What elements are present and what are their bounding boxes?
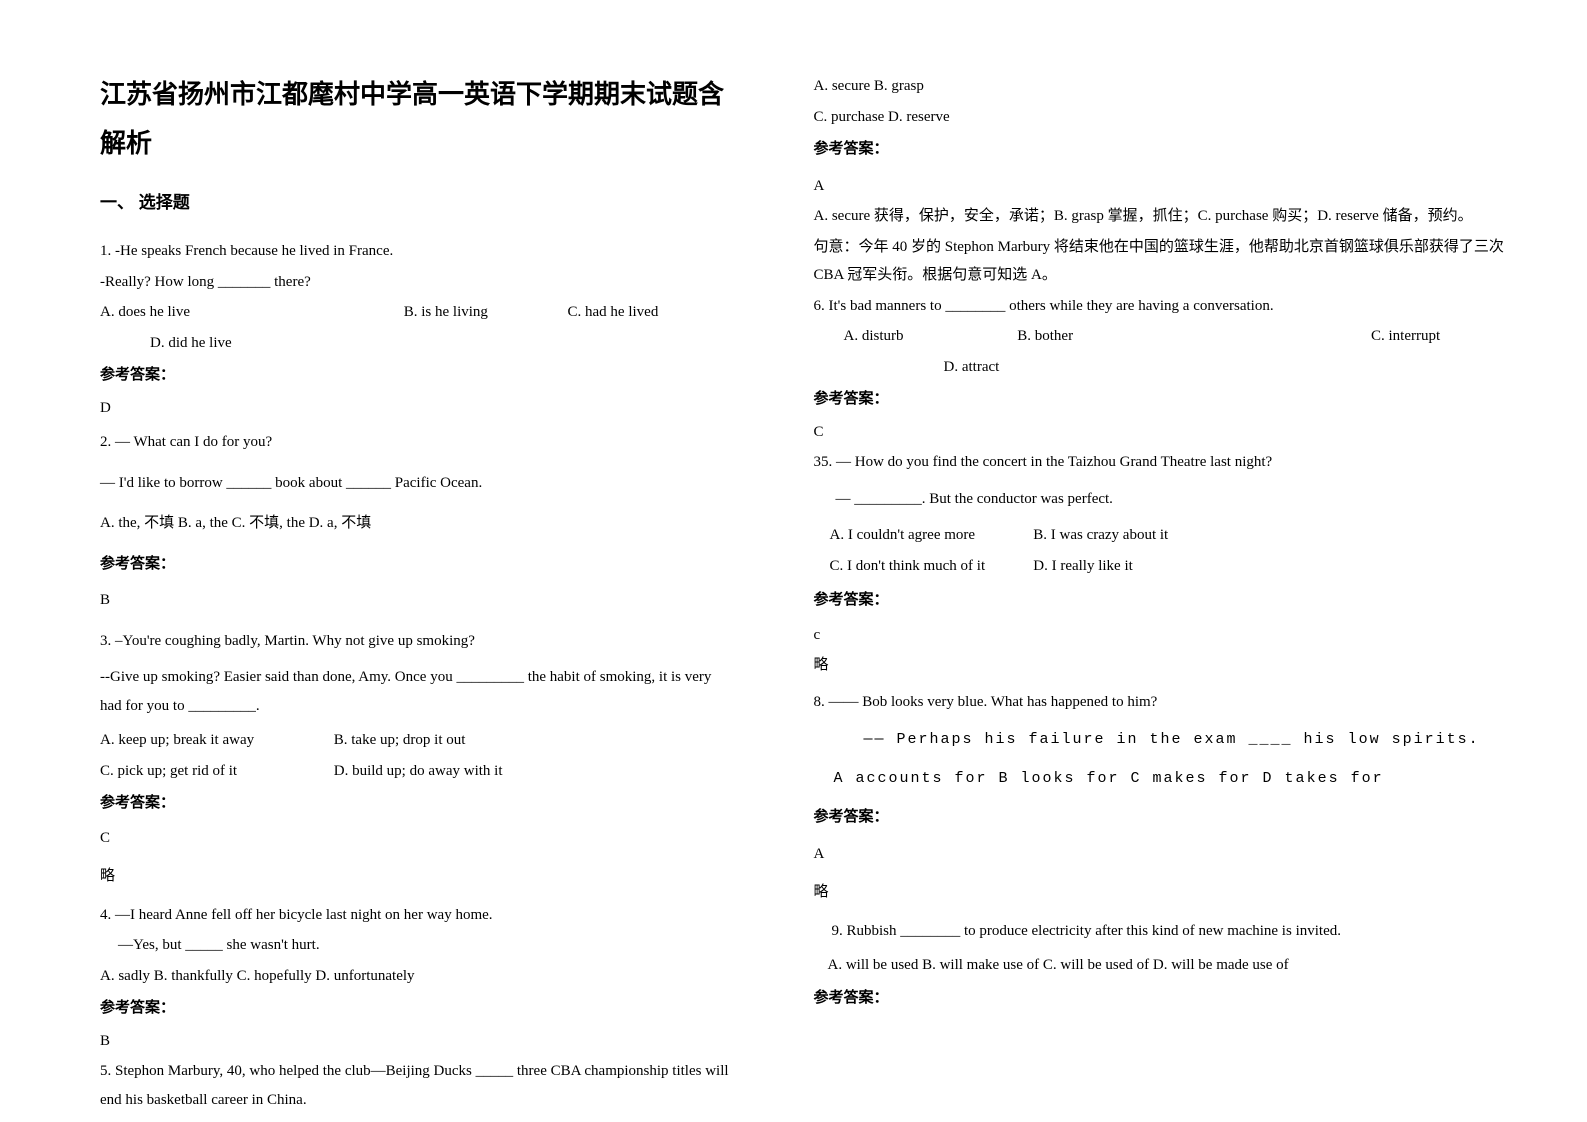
- q5-answer: A: [814, 172, 1528, 201]
- q4-line1: 4. —I heard Anne fell off her bicycle la…: [100, 901, 734, 930]
- q7-answer: c: [814, 621, 1528, 650]
- page: 江苏省扬州市江都麾村中学高一英语下学期期末试题含解析 一、 选择题 1. -He…: [0, 0, 1587, 1122]
- q4-line2: —Yes, but _____ she wasn't hurt.: [100, 931, 734, 960]
- q1-optB: B. is he living: [404, 298, 564, 327]
- q3-optA: A. keep up; break it away: [100, 726, 330, 755]
- q9-answer-label: 参考答案：: [814, 984, 1528, 1013]
- q3-line1: 3. –You're coughing badly, Martin. Why n…: [100, 627, 734, 656]
- q7-options-row1: A. I couldn't agree more B. I was crazy …: [814, 521, 1528, 550]
- q2-options: A. the, 不填 B. a, the C. 不填, the D. a, 不填: [100, 509, 734, 538]
- q7-optB: B. I was crazy about it: [1033, 521, 1168, 550]
- q1-options: A. does he live B. is he living C. had h…: [100, 298, 734, 327]
- q5-answer-label: 参考答案：: [814, 135, 1528, 164]
- q8-lue: 略: [814, 878, 1528, 907]
- q2-line1: 2. — What can I do for you?: [100, 428, 734, 457]
- q5-line1: 5. Stephon Marbury, 40, who helped the c…: [100, 1057, 734, 1114]
- q3-options-row1: A. keep up; break it away B. take up; dr…: [100, 726, 734, 755]
- q6-optC: C. interrupt: [1371, 322, 1440, 351]
- left-column: 江苏省扬州市江都麾村中学高一英语下学期期末试题含解析 一、 选择题 1. -He…: [0, 0, 794, 1122]
- q6-answer: C: [814, 418, 1528, 447]
- q6-answer-label: 参考答案：: [814, 385, 1528, 414]
- q7-line2: — _________. But the conductor was perfe…: [814, 485, 1528, 514]
- q7-optD: D. I really like it: [1033, 552, 1133, 581]
- section-heading: 一、 选择题: [100, 187, 734, 219]
- q1-optA: A. does he live: [100, 298, 400, 327]
- doc-title: 江苏省扬州市江都麾村中学高一英语下学期期末试题含解析: [100, 70, 734, 169]
- q6-options-row1: A. disturb B. bother C. interrupt: [814, 322, 1528, 351]
- q3-lue: 略: [100, 862, 734, 891]
- q5-opts1: A. secure B. grasp: [814, 72, 1528, 101]
- q3-optD: D. build up; do away with it: [334, 757, 503, 786]
- q8-line1: 8. —— Bob looks very blue. What has happ…: [814, 688, 1528, 717]
- q7-answer-label: 参考答案：: [814, 586, 1528, 615]
- q7-optC: C. I don't think much of it: [830, 552, 1030, 581]
- q6-line1: 6. It's bad manners to ________ others w…: [814, 292, 1528, 321]
- q8-options: A accounts for B looks for C makes for D…: [814, 765, 1528, 794]
- q2-answer-label: 参考答案：: [100, 550, 734, 579]
- q1-answer-label: 参考答案：: [100, 361, 734, 390]
- q8-answer-label: 参考答案：: [814, 803, 1528, 832]
- q3-answer: C: [100, 824, 734, 853]
- q4-options: A. sadly B. thankfully C. hopefully D. u…: [100, 962, 734, 991]
- q1-optD: D. did he live: [100, 329, 734, 358]
- q6-optD: D. attract: [814, 353, 1528, 382]
- q5-opts2: C. purchase D. reserve: [814, 103, 1528, 132]
- q2-line2: — I'd like to borrow ______ book about _…: [100, 469, 734, 498]
- q7-options-row2: C. I don't think much of it D. I really …: [814, 552, 1528, 581]
- q7-line1: 35. — How do you find the concert in the…: [814, 448, 1528, 477]
- q6-optA: A. disturb: [844, 322, 1014, 351]
- right-column: A. secure B. grasp C. purchase D. reserv…: [794, 0, 1587, 1122]
- q9-options: A. will be used B. will make use of C. w…: [814, 951, 1528, 980]
- q7-lue: 略: [814, 651, 1528, 680]
- q5-exp2: 句意：今年 40 岁的 Stephon Marbury 将结束他在中国的篮球生涯…: [814, 233, 1528, 290]
- q9-line1: 9. Rubbish ________ to produce electrici…: [814, 917, 1528, 946]
- q1-line2: -Really? How long _______ there?: [100, 268, 734, 297]
- q8-line2: —— Perhaps his failure in the exam ____ …: [814, 726, 1528, 755]
- q8-answer: A: [814, 840, 1528, 869]
- q1-answer: D: [100, 394, 734, 423]
- q3-answer-label: 参考答案：: [100, 789, 734, 818]
- q1-optC: C. had he lived: [568, 298, 659, 327]
- q5-exp1: A. secure 获得，保护，安全，承诺；B. grasp 掌握，抓住；C. …: [814, 202, 1528, 231]
- q3-options-row2: C. pick up; get rid of it D. build up; d…: [100, 757, 734, 786]
- q3-optB: B. take up; drop it out: [334, 726, 466, 755]
- q7-optA: A. I couldn't agree more: [830, 521, 1030, 550]
- q6-optB: B. bother: [1017, 322, 1367, 351]
- q2-answer: B: [100, 586, 734, 615]
- q3-optC: C. pick up; get rid of it: [100, 757, 330, 786]
- q3-line2: --Give up smoking? Easier said than done…: [100, 663, 734, 720]
- q4-answer-label: 参考答案：: [100, 994, 734, 1023]
- q4-answer: B: [100, 1027, 734, 1056]
- q1-line1: 1. -He speaks French because he lived in…: [100, 237, 734, 266]
